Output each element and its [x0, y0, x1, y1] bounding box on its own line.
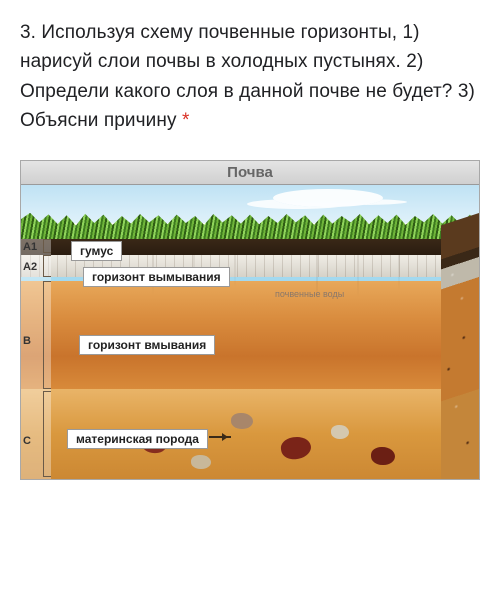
axis-label-a1: A1: [23, 241, 37, 253]
question-text: 3. Используя схему почвенные горизонты, …: [20, 18, 480, 136]
axis-label-c: C: [23, 435, 31, 447]
axis-label-b: B: [23, 335, 31, 347]
axis-bracket: [43, 255, 51, 277]
axis-label-a2: A2: [23, 261, 37, 273]
soil-diagram: Почва A1 A2 B C гумус горизонт вымывания…: [20, 160, 480, 480]
soil-profile: A1 A2 B C гумус горизонт вымывания почве…: [21, 185, 479, 479]
question-body: 3. Используя схему почвенные горизонты, …: [20, 22, 475, 131]
label-illuvial: горизонт вмывания: [79, 335, 215, 355]
rock-fragment: [191, 455, 211, 469]
arrow-icon: [209, 436, 231, 438]
label-parent-rock: материнская порода: [67, 429, 208, 449]
axis-bracket: [43, 281, 51, 389]
axis-bracket: [43, 239, 51, 253]
cut-face-3d: [441, 213, 479, 479]
axis-bracket: [43, 391, 51, 477]
diagram-title: Почва: [21, 161, 479, 185]
rock-fragment: [231, 413, 253, 429]
horizon-axis: A1 A2 B C: [21, 239, 51, 479]
rock-fragment: [371, 447, 395, 465]
required-asterisk: *: [182, 110, 190, 131]
label-eluvial: горизонт вымывания: [83, 267, 230, 287]
label-groundwater: почвенные воды: [275, 289, 344, 299]
rock-fragment: [331, 425, 349, 439]
label-humus: гумус: [71, 241, 122, 261]
